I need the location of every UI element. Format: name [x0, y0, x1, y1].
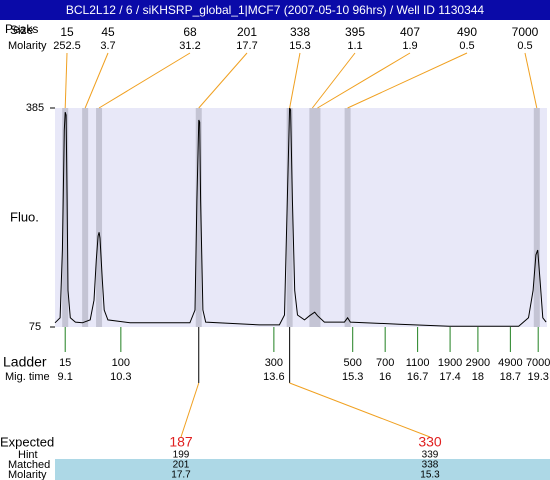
trace-line: [54, 107, 547, 327]
peak-band: [195, 108, 202, 327]
y-tick-label: 75: [29, 321, 41, 333]
peak-molarity: 0.5: [517, 40, 532, 52]
ladder-time: 16: [379, 371, 391, 383]
ladder-size: 500: [344, 357, 362, 369]
matched-label: Matched: [8, 459, 50, 471]
ladder-time: 10.3: [110, 371, 131, 383]
ladder-size: 300: [265, 357, 283, 369]
y-tick-label: 385: [26, 102, 44, 114]
peak-size: 68: [183, 25, 197, 39]
ladder-time: 9.1: [58, 371, 73, 383]
peak-size: 490: [457, 25, 477, 39]
ladder-label: Ladder: [3, 354, 47, 370]
plot-area: [55, 108, 547, 327]
peak-connector: [311, 52, 356, 109]
mig-time-label: Mig. time: [5, 371, 50, 383]
molarity-row-bg: [55, 469, 550, 480]
peak-molarity: 17.7: [236, 40, 257, 52]
peaks-label: Peaks: [5, 22, 38, 36]
hint-value: 199: [173, 450, 190, 461]
ladder-size: 700: [376, 357, 394, 369]
expected-label: Expected: [0, 434, 54, 449]
peak-band: [62, 108, 69, 327]
matched-row-bg: [55, 459, 550, 469]
expected-connector: [289, 382, 431, 438]
ladder-time: 18.7: [500, 371, 521, 383]
ladder-size: 4900: [498, 357, 522, 369]
size-label: Size: [10, 23, 34, 37]
ladder-size: 2900: [466, 357, 490, 369]
peak-connector: [317, 52, 411, 109]
peak-size: 407: [400, 25, 420, 39]
expected-value: 187: [169, 434, 193, 450]
ladder-size: 100: [112, 357, 130, 369]
matched-value: 338: [422, 460, 439, 471]
peak-molarity: 15.3: [289, 40, 310, 52]
y-axis-label: Fluo.: [10, 209, 39, 224]
molarity-value: 17.7: [171, 470, 191, 480]
header-title: BCL2L12 / 6 / siKHSRP_global_1|MCF7 (200…: [66, 3, 485, 17]
peak-connector: [347, 52, 468, 109]
peak-molarity: 1.1: [347, 40, 362, 52]
ladder-time: 19.3: [527, 371, 548, 383]
peak-band: [314, 108, 321, 327]
peak-size: 45: [101, 25, 115, 39]
ladder-size: 1900: [438, 357, 462, 369]
peak-connector: [198, 52, 248, 109]
peak-molarity: 0.5: [459, 40, 474, 52]
peak-size: 395: [345, 25, 365, 39]
ladder-time: 15.3: [342, 371, 363, 383]
matched-value: 201: [173, 460, 190, 471]
peak-molarity: 31.2: [179, 40, 200, 52]
peak-band: [344, 108, 351, 327]
ladder-size: 1100: [406, 357, 430, 369]
header-bar: [0, 0, 550, 20]
peak-band: [309, 108, 316, 327]
peak-molarity: 1.9: [402, 40, 417, 52]
hint-value: 339: [422, 450, 439, 461]
peak-connector: [524, 52, 538, 109]
ladder-time: 18: [472, 371, 484, 383]
expected-value: 330: [418, 434, 442, 450]
peak-connector: [98, 52, 191, 109]
ladder-size: 7000: [526, 357, 550, 369]
ladder-time: 17.4: [439, 371, 460, 383]
peak-connector: [64, 52, 68, 109]
ladder-size: 15: [59, 357, 71, 369]
peak-size: 7000: [512, 25, 539, 39]
peak-band: [533, 108, 540, 327]
ladder-time: 16.7: [407, 371, 428, 383]
expected-connector: [180, 382, 200, 438]
peak-molarity: 3.7: [100, 40, 115, 52]
molarity-label: Molarity: [8, 40, 47, 52]
peak-size: 15: [60, 25, 74, 39]
peak-band: [96, 108, 103, 327]
peak-band: [82, 108, 89, 327]
peak-size: 201: [237, 25, 257, 39]
ladder-time: 13.6: [263, 371, 284, 383]
peak-band: [286, 108, 293, 327]
peak-size: 338: [290, 25, 310, 39]
peak-molarity: 252.5: [53, 40, 81, 52]
hint-label: Hint: [18, 449, 38, 461]
molarity-value: 15.3: [420, 470, 440, 480]
peak-connector: [84, 52, 109, 109]
table-molarity-label: Molarity: [8, 469, 47, 480]
peak-connector: [289, 52, 301, 109]
